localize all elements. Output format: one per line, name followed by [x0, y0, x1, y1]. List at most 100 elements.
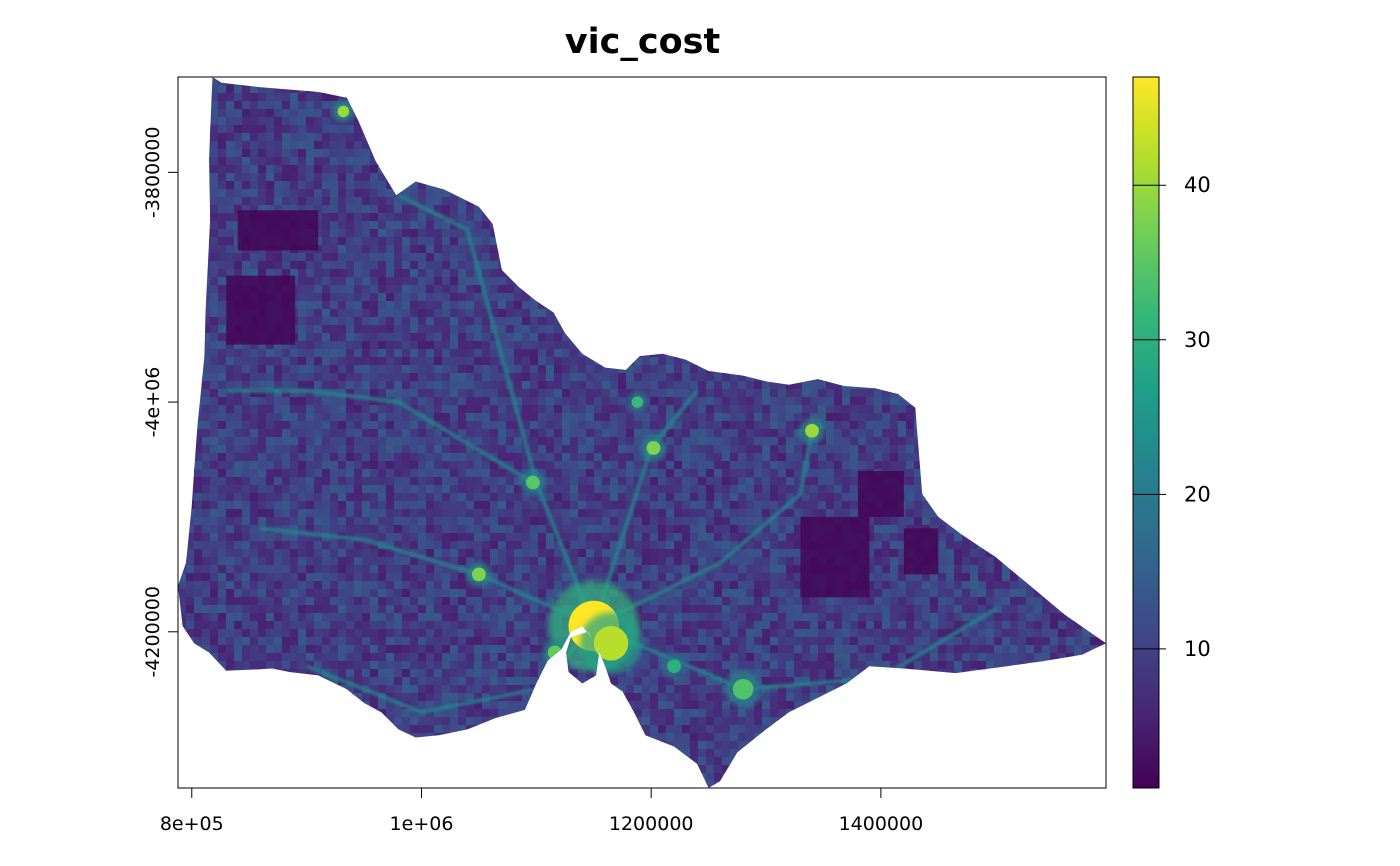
cost-cell: [762, 317, 771, 326]
cost-cell: [858, 229, 867, 238]
cost-cell: [1058, 221, 1067, 230]
cost-cell: [250, 173, 259, 182]
cost-cell: [266, 341, 275, 350]
cost-cell: [834, 301, 843, 310]
cost-cell: [858, 285, 867, 294]
cost-cell: [1042, 117, 1051, 126]
cost-cell: [906, 413, 915, 422]
cost-cell: [618, 101, 627, 110]
cost-cell: [1034, 277, 1043, 286]
cost-cell: [578, 229, 587, 238]
cost-cell: [226, 381, 235, 390]
cost-cell: [242, 149, 251, 158]
cost-cell: [818, 341, 827, 350]
cost-cell: [1058, 229, 1067, 238]
cost-cell: [674, 117, 683, 126]
cost-cell: [634, 365, 643, 374]
cost-cell: [226, 189, 235, 198]
cost-cell: [826, 181, 835, 190]
cost-cell: [274, 381, 283, 390]
cost-cell: [1002, 141, 1011, 150]
cost-cell: [986, 269, 995, 278]
cost-cell: [378, 229, 387, 238]
cost-cell: [250, 381, 259, 390]
cost-cell: [1090, 141, 1099, 150]
cost-cell: [946, 301, 955, 310]
cost-cell: [210, 93, 219, 102]
cost-cell: [354, 373, 363, 382]
cost-cell: [258, 157, 267, 166]
cost-cell: [1002, 357, 1011, 366]
cost-cell: [1098, 373, 1106, 382]
cost-cell: [266, 117, 275, 126]
cost-cell: [938, 173, 947, 182]
cost-cell: [514, 229, 523, 238]
cost-cell: [530, 149, 539, 158]
cost-cell: [426, 181, 435, 190]
cost-cell: [186, 381, 195, 390]
cost-cell: [1082, 269, 1091, 278]
cost-cell: [866, 285, 875, 294]
cost-cell: [610, 189, 619, 198]
cost-cell: [1058, 205, 1067, 214]
cost-cell: [986, 381, 995, 390]
cost-cell: [410, 349, 419, 358]
cost-cell: [178, 213, 187, 222]
cost-cell: [434, 373, 443, 382]
cost-cell: [1066, 133, 1075, 142]
cost-cell: [922, 333, 931, 342]
cost-cell: [394, 261, 403, 270]
cost-cell: [330, 293, 339, 302]
cost-cell: [290, 133, 299, 142]
cost-cell: [938, 125, 947, 134]
cost-cell: [466, 333, 475, 342]
cost-cell: [242, 365, 251, 374]
cost-cell: [666, 389, 675, 398]
cost-cell: [362, 381, 371, 390]
cost-cell: [250, 165, 259, 174]
cost-cell: [986, 277, 995, 286]
cost-cell: [538, 309, 547, 318]
cost-cell: [1026, 197, 1035, 206]
cost-cell: [746, 397, 755, 406]
cost-cell: [498, 181, 507, 190]
cost-cell: [882, 189, 891, 198]
cost-cell: [1002, 405, 1011, 414]
cost-cell: [650, 109, 659, 118]
cost-cell: [274, 165, 283, 174]
cost-cell: [906, 381, 915, 390]
cost-cell: [922, 205, 931, 214]
cost-cell: [290, 381, 299, 390]
cost-cell: [634, 333, 643, 342]
cost-cell: [386, 341, 395, 350]
cost-cell: [354, 293, 363, 302]
cost-cell: [1050, 341, 1059, 350]
cost-cell: [954, 301, 963, 310]
cost-cell: [306, 285, 315, 294]
cost-cell: [1050, 149, 1059, 158]
cost-cell: [394, 365, 403, 374]
cost-cell: [898, 117, 907, 126]
cost-cell: [698, 293, 707, 302]
cost-cell: [458, 157, 467, 166]
cost-cell: [314, 133, 323, 142]
cost-cell: [946, 349, 955, 358]
cost-cell: [514, 325, 523, 334]
cost-cell: [314, 277, 323, 286]
cost-cell: [498, 245, 507, 254]
cost-cell: [802, 413, 811, 422]
cost-cell: [474, 205, 483, 214]
cost-cell: [810, 77, 819, 86]
cost-cell: [218, 325, 227, 334]
cost-cell: [658, 77, 667, 86]
cost-cell: [802, 269, 811, 278]
cost-cell: [1018, 237, 1027, 246]
cost-cell: [818, 125, 827, 134]
cost-cell: [842, 301, 851, 310]
cost-cell: [770, 149, 779, 158]
cost-cell: [322, 253, 331, 262]
cost-cell: [938, 357, 947, 366]
cost-cell: [898, 141, 907, 150]
cost-cell: [818, 109, 827, 118]
cost-cell: [1002, 309, 1011, 318]
